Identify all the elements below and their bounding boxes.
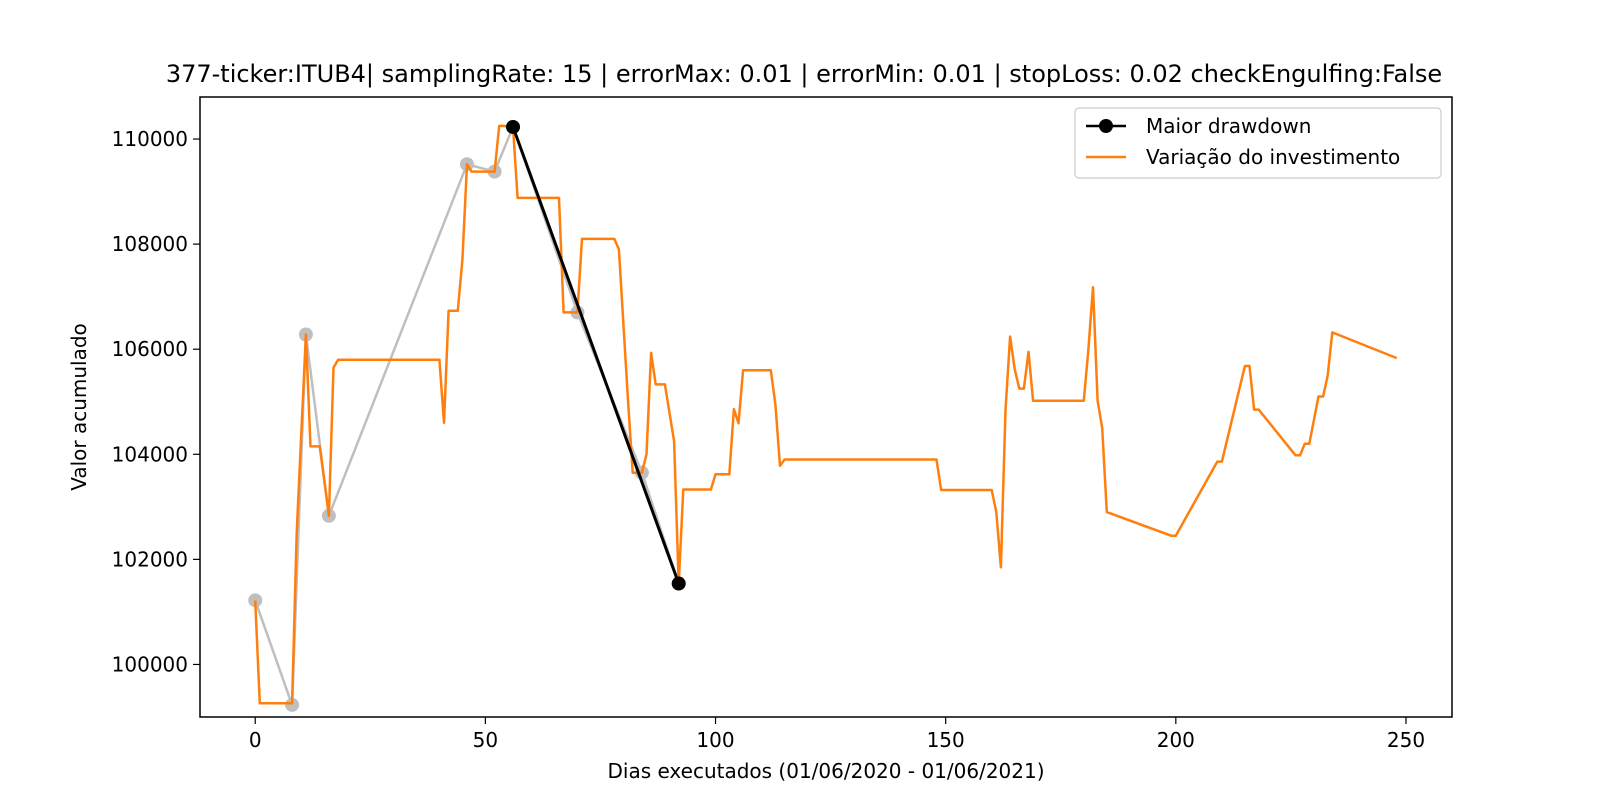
y-tick-label: 102000 <box>112 547 188 571</box>
pivot-series-point <box>285 697 300 712</box>
x-tick-label: 0 <box>249 728 262 752</box>
x-axis: 0 50 100 150 200 250 <box>249 717 1425 752</box>
x-tick-label: 200 <box>1157 728 1195 752</box>
drawdown-series-point <box>671 576 686 591</box>
legend: Maior drawdown Variação do investimento <box>1074 107 1442 179</box>
y-tick-label: 108000 <box>112 232 188 256</box>
y-axis: 100000 102000 104000 106000 108000 110000 <box>112 127 200 676</box>
plot-area <box>248 119 1398 712</box>
y-axis-label: Valor acumulado <box>67 323 91 491</box>
x-tick-label: 250 <box>1387 728 1425 752</box>
drawdown-series-line <box>511 126 681 585</box>
chart-title: 377-ticker:ITUB4| samplingRate: 15 | err… <box>166 60 1442 88</box>
legend-frame <box>1074 107 1442 179</box>
y-tick-label: 110000 <box>112 127 188 151</box>
pivot-series-point <box>248 593 263 608</box>
y-tick-label: 104000 <box>112 442 188 466</box>
x-tick-label: 50 <box>473 728 498 752</box>
x-tick-label: 100 <box>696 728 734 752</box>
legend-label-investment: Variação do investimento <box>1146 145 1400 169</box>
plot-frame <box>199 96 1453 718</box>
legend-drawdown-marker <box>1099 119 1113 133</box>
y-tick-label: 100000 <box>112 652 188 676</box>
x-tick-label: 150 <box>927 728 965 752</box>
x-axis-label: Dias executados (01/06/2020 - 01/06/2021… <box>607 759 1044 783</box>
investment-series-line <box>253 124 1398 705</box>
drawdown-series-point <box>506 119 520 134</box>
y-tick-label: 106000 <box>112 337 188 361</box>
legend-label-drawdown: Maior drawdown <box>1146 114 1311 138</box>
pivot-series-line <box>254 125 680 707</box>
